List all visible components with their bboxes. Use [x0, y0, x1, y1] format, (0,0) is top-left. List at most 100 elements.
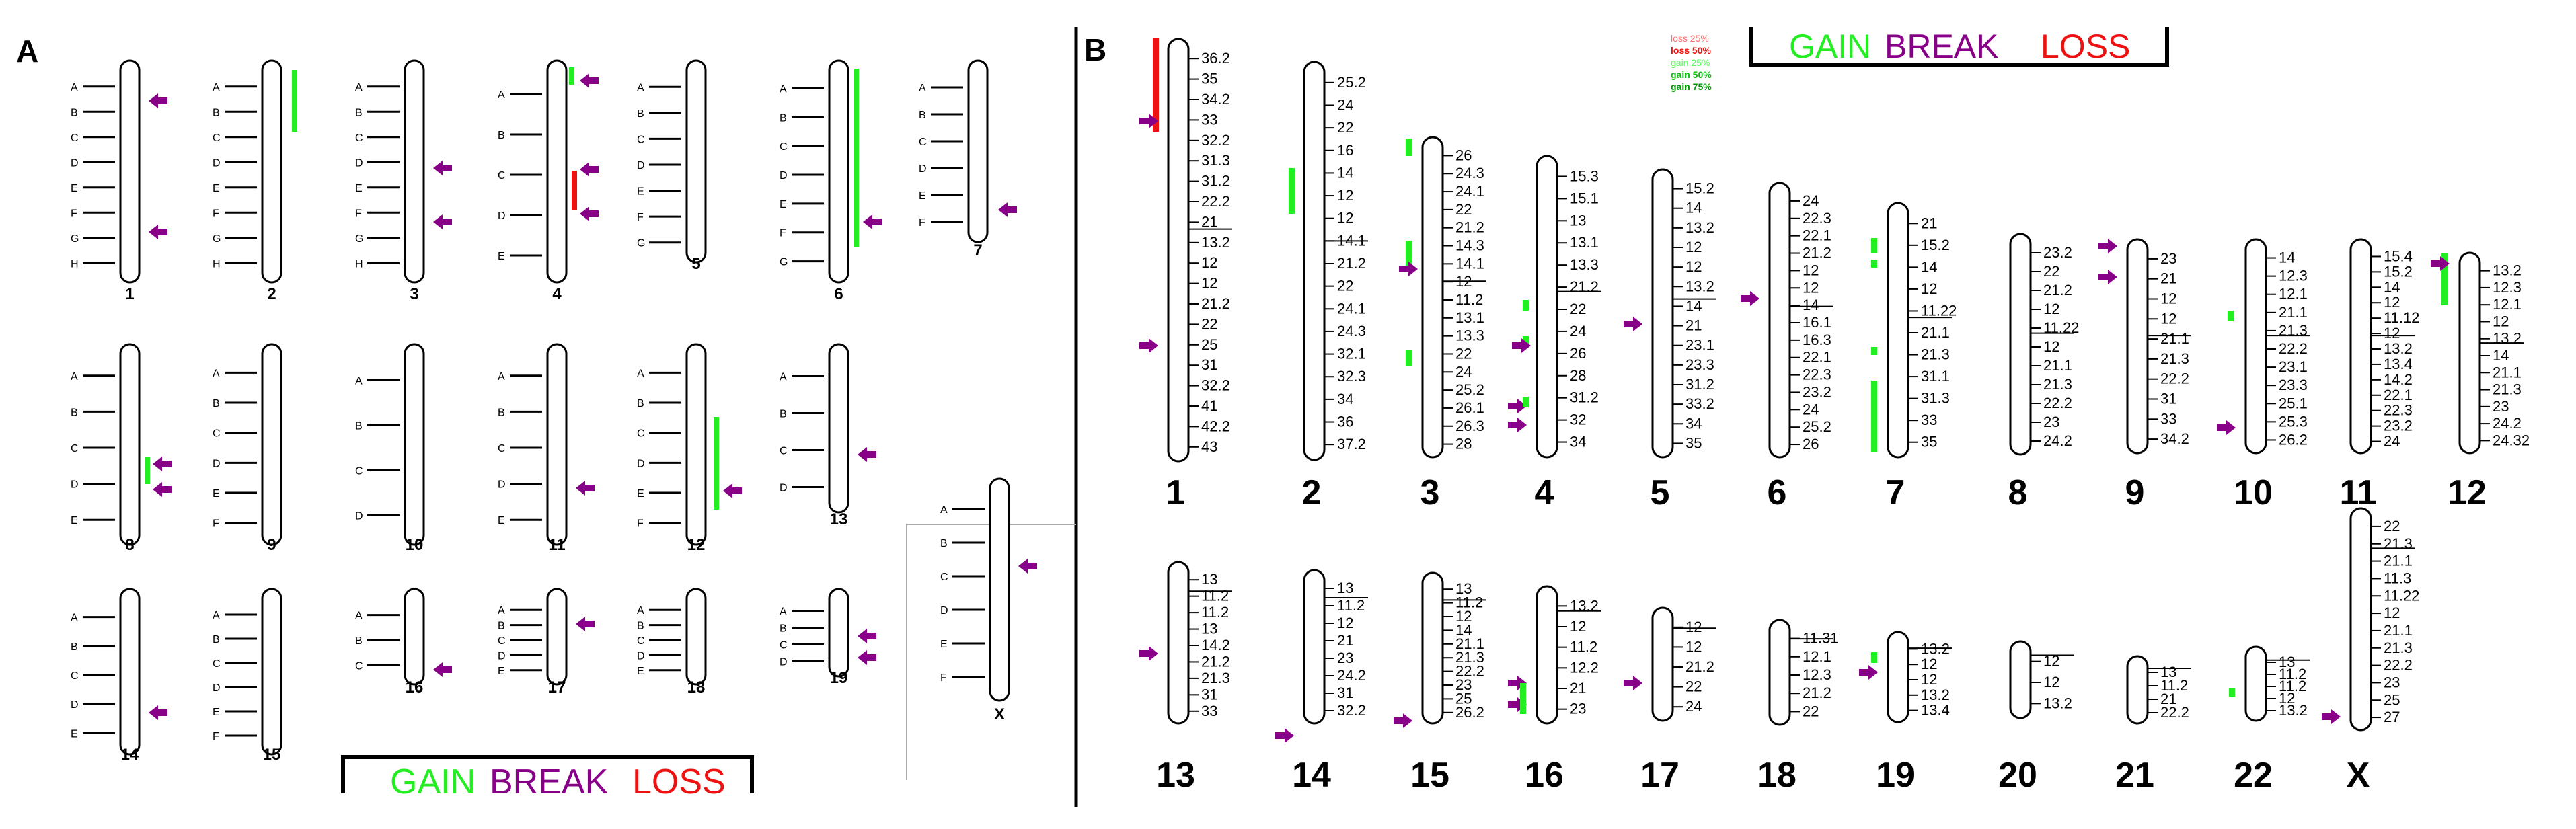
human-chr8-band-label: 24.2	[2043, 432, 2072, 449]
mouse-chromosome-8: A B C D E 8	[71, 343, 141, 554]
mouse-chr18-label: 18	[687, 678, 706, 697]
human-chr4-gain-bar-2	[1523, 336, 1529, 347]
human-chr14-band-label: 13	[1337, 580, 1353, 596]
mouse-chr3-outline	[404, 59, 425, 284]
human-chr12-band-label: 12.3	[2493, 279, 2522, 296]
human-chr16-band-label: 13.2	[1570, 597, 1599, 614]
human-chr4-band-label: 31.2	[1570, 389, 1599, 406]
human-chr16-band-label: 11.2	[1570, 639, 1597, 656]
mouse-chr19-outline	[828, 588, 849, 678]
mouse-chr6-band-letter: D	[780, 170, 788, 182]
human-chr1-break-arrow	[1139, 114, 1158, 128]
mouse-chr7-band-letter: B	[919, 110, 926, 121]
mouse-chr19-break-arrow	[858, 629, 876, 643]
human-chromosome-1: 36.23534.23332.231.331.222.22113.2121221…	[1166, 38, 1232, 512]
human-chr5-band-label: 14	[1685, 200, 1702, 216]
human-chr7-band-label: 11.22	[1921, 302, 1957, 319]
mouse-chr2-band-letter: F	[213, 208, 219, 219]
mouse-chr12-gain-bar	[714, 417, 719, 510]
human-chr12-band-label: 14	[2493, 347, 2509, 364]
mouse-chr13-band-letter: D	[780, 483, 788, 494]
mouse-chr19-band-letter: C	[780, 640, 788, 652]
human-chr13-outline	[1167, 561, 1190, 725]
mouse-chr15-label: 15	[263, 746, 281, 764]
mouse-chr13-label: 13	[830, 510, 848, 528]
human-chr9-outline	[2126, 238, 2149, 455]
human-chr9-band-label: 21.3	[2160, 350, 2189, 367]
human-chr4-band-label: 24	[1570, 323, 1586, 340]
human-chr4-band-label: 26	[1570, 345, 1586, 362]
human-chr15-band-label: 23	[1455, 676, 1472, 693]
legend-small-gain50: gain 50%	[1671, 69, 1712, 80]
human-chr14-break-arrow	[1275, 728, 1294, 743]
mouse-chr9-outline	[261, 343, 282, 546]
human-chr19-label: 19	[1876, 756, 1915, 795]
human-chr16-band-label: 12.2	[1570, 659, 1599, 676]
human-chr2-band-label: 14	[1337, 164, 1353, 181]
human-chr11-band-label: 14	[2384, 278, 2400, 295]
human-chr12-band-label: 21.3	[2493, 381, 2522, 398]
human-chr4-gain-bar	[1523, 300, 1529, 311]
mouse-chr1-band-letter: G	[71, 233, 79, 245]
human-chr1-band-label: 12	[1201, 275, 1217, 292]
human-chr19-band-label: 12	[1921, 656, 1937, 672]
human-chr1-band-label: 32.2	[1201, 132, 1230, 149]
mouse-chr1-band-letter: C	[71, 132, 79, 144]
mouse-chr9-band-letter: E	[213, 488, 220, 500]
mouse-chr8-break-arrow-2	[153, 482, 172, 497]
human-chr3-band-label: 24.1	[1455, 183, 1484, 200]
human-chr5-band-label: 33.2	[1685, 395, 1714, 412]
human-chr1-band-label: 34.2	[1201, 91, 1230, 108]
mouse-chr10-band-letter: D	[355, 511, 363, 522]
human-chr22-outline	[2244, 645, 2267, 722]
human-chr5-band-label: 21	[1685, 317, 1702, 334]
mouse-chr5-band-letter: D	[637, 160, 645, 171]
mouse-chr18-band-letter: C	[637, 635, 645, 647]
human-chr2-band-label: 16	[1337, 142, 1353, 159]
mouse-chr6-band-letter: G	[780, 257, 788, 268]
human-chrX-band-label: 25	[2384, 691, 2400, 708]
human-chr9-band-label: 34.2	[2160, 430, 2189, 447]
human-chr12-outline	[2458, 251, 2481, 455]
mouse-chr8-gain-bar	[145, 457, 150, 484]
human-chrX-band-label: 21.1	[2384, 553, 2413, 569]
human-chr7-band-label: 15.2	[1921, 237, 1950, 253]
legend-small-gain25: gain 25%	[1671, 57, 1710, 68]
mouse-chr7-band-letter: F	[919, 217, 925, 229]
mouse-chr14-band-letter: B	[71, 641, 78, 653]
human-chr6-band-label: 16.3	[1803, 331, 1831, 348]
human-chr1-label: 1	[1166, 473, 1186, 512]
human-chr1-outline	[1167, 38, 1190, 463]
human-chr12-label: 12	[2448, 473, 2487, 512]
human-chr17-band-label: 12	[1685, 638, 1702, 655]
human-chr17-band-label: 12	[1685, 619, 1702, 635]
mouse-chr6-band-letter: C	[780, 141, 788, 153]
human-chr16-band-label: 12	[1570, 618, 1586, 635]
human-chr12-break-arrow	[2431, 256, 2450, 271]
mouse-chr6-label: 6	[834, 285, 843, 303]
human-chr6-band-label: 22.1	[1803, 349, 1831, 366]
human-chr10-label: 10	[2234, 473, 2273, 512]
human-chrX-label: X	[2347, 756, 2370, 795]
mouse-chr8-band-letter: A	[71, 371, 78, 383]
legend-small-gain75: gain 75%	[1671, 81, 1712, 92]
human-chr6-label: 6	[1768, 473, 1787, 512]
human-chr12-band-label: 23	[2493, 398, 2509, 415]
legend-panel-a: GAIN BREAK LOSS	[341, 755, 754, 801]
mouse-chr8-band-letter: E	[71, 515, 78, 526]
human-chr7-band-label: 35	[1921, 434, 1937, 450]
human-chr3-band-label: 25.2	[1455, 381, 1484, 398]
human-chr2-band-label: 12	[1337, 187, 1353, 204]
human-chr17-band-label: 22	[1685, 678, 1702, 695]
mouse-chr11-band-letter: C	[498, 443, 506, 455]
human-chr8-label: 8	[2008, 473, 2028, 512]
mouse-chr14-outline	[119, 588, 141, 756]
human-chrX-break-arrow	[2322, 709, 2341, 724]
human-chr11-band-label: 24	[2384, 433, 2400, 450]
human-chr4-break-arrow-3	[1512, 338, 1531, 353]
human-chr14-outline	[1303, 569, 1326, 725]
human-chromosome-3: 2624.324.12221.214.314.11211.213.113.322…	[1420, 136, 1486, 512]
human-chr3-band-label: 26.3	[1455, 418, 1484, 434]
mouse-chr4-band-letter: A	[498, 89, 505, 101]
